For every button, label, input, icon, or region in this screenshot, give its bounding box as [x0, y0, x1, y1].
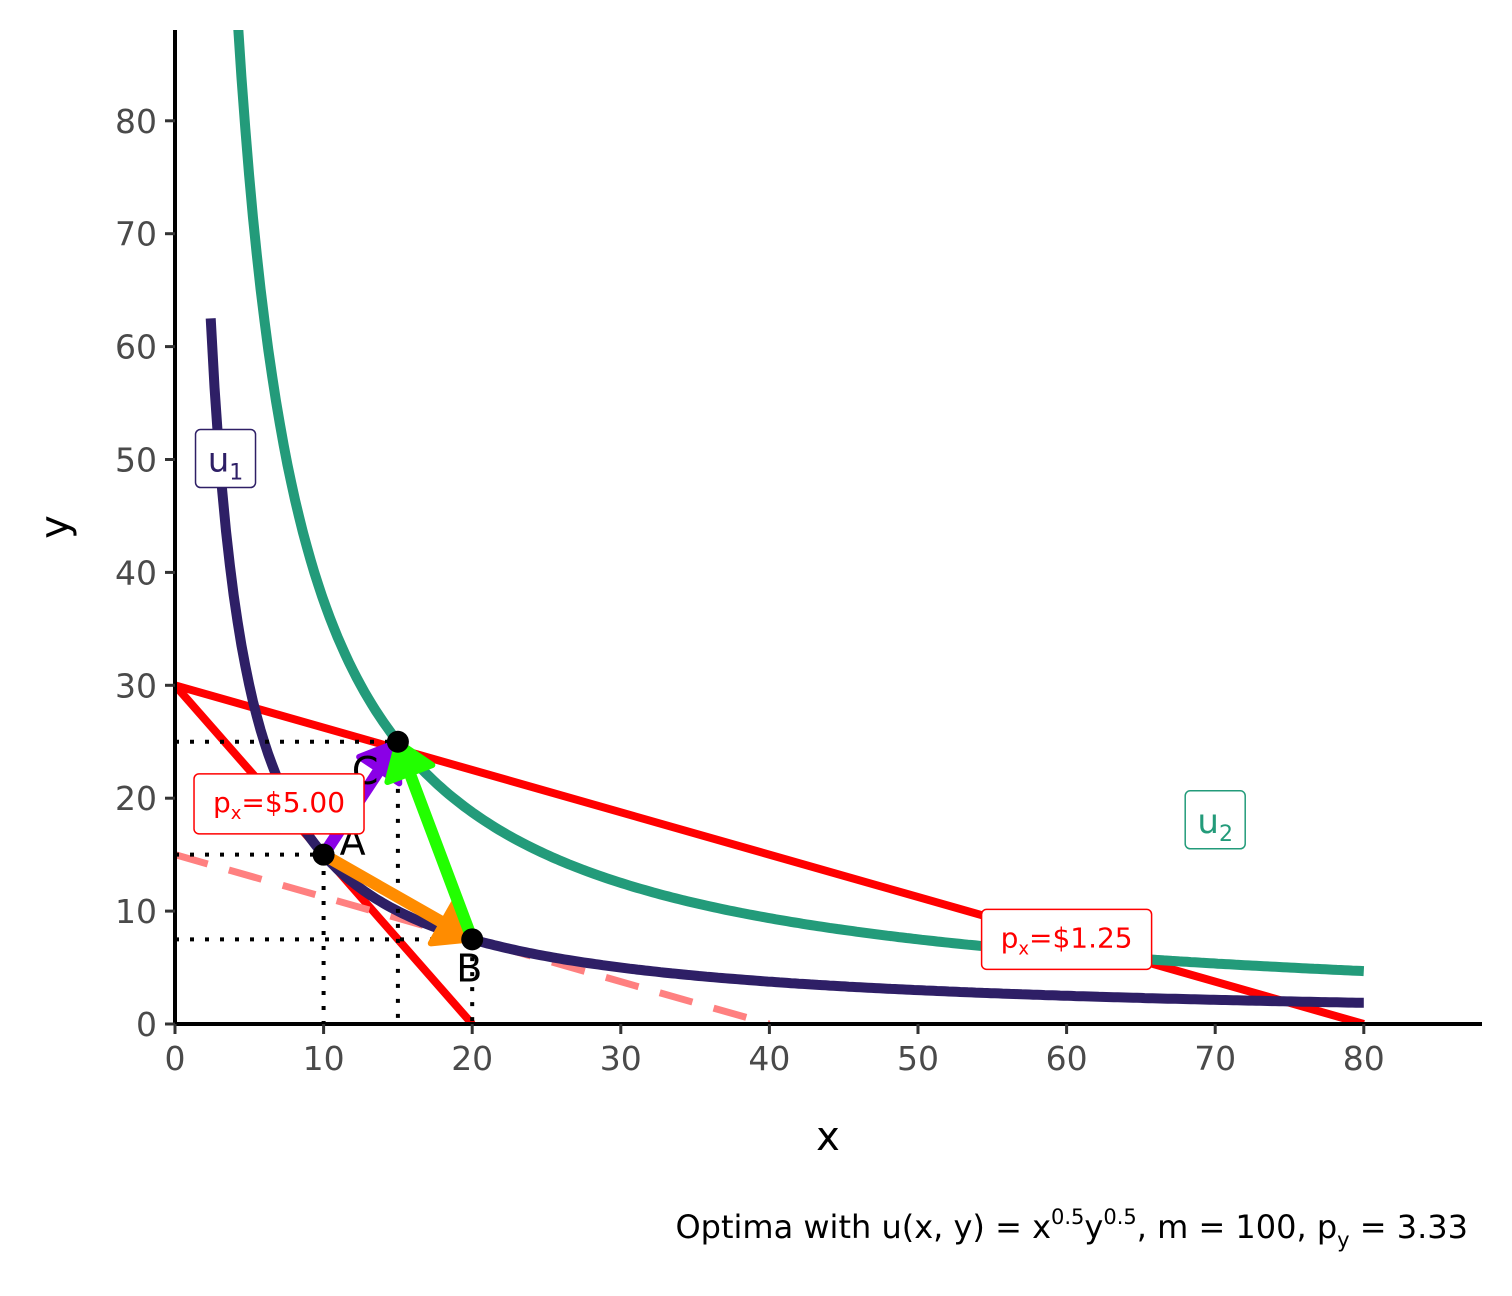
curve-label-box — [1184, 790, 1246, 850]
curve-label: u1 — [208, 441, 244, 486]
y-tick-label: 80 — [115, 102, 157, 141]
point-label: B — [456, 946, 482, 990]
dotted-guide — [175, 937, 475, 1024]
y-tick-label: 40 — [115, 553, 157, 592]
indifference-curves — [205, 30, 1365, 1008]
budget-label: px=$5.00 — [213, 786, 345, 824]
y-tick-label: 10 — [115, 892, 157, 931]
budget-label-box — [980, 908, 1153, 971]
x-tick-label: 20 — [451, 1039, 493, 1078]
labels: u1 u2 px=$5.00 px=$1.25 — [193, 428, 1246, 971]
x-tick-label: 10 — [303, 1039, 345, 1078]
x-tick-label: 0 — [165, 1039, 186, 1078]
x-tick-label: 70 — [1194, 1039, 1236, 1078]
x-tick-label: 30 — [600, 1039, 642, 1078]
dotted-guide — [175, 852, 326, 1024]
x-tick-label: 40 — [748, 1039, 790, 1078]
x-axis-title: x — [816, 1114, 840, 1160]
axes: 0 10 20 30 40 50 60 70 80 0 10 20 30 40 50 60 70 80 — [115, 30, 1482, 1078]
points: ABC — [312, 730, 484, 990]
y-tick-label: 70 — [115, 215, 157, 254]
chart-caption: Optima with u(x, y) = x0.5y0.5, m = 100,… — [675, 1205, 1468, 1252]
x-tick-label: 50 — [897, 1039, 939, 1078]
y-tick-label: 50 — [115, 441, 157, 480]
y-tick-label: 20 — [115, 779, 157, 818]
point-marker — [461, 928, 484, 951]
x-tick-label: 60 — [1046, 1039, 1088, 1078]
x-tick-label: 80 — [1343, 1039, 1385, 1078]
curve-label: u2 — [1197, 802, 1233, 847]
y-tick-label: 0 — [136, 1005, 157, 1044]
arrow-shaft — [403, 767, 479, 946]
point-marker — [312, 843, 335, 866]
curve-label-box — [194, 428, 257, 489]
budget-label: px=$1.25 — [1001, 921, 1133, 959]
y-tick-label: 30 — [115, 666, 157, 705]
arrow-shaft — [317, 848, 449, 929]
y-tick-label: 60 — [115, 328, 157, 367]
point-marker — [386, 730, 409, 753]
indifference-curve — [205, 318, 1364, 1008]
y-axis-title: y — [32, 515, 78, 539]
budget-label-box — [193, 773, 365, 835]
